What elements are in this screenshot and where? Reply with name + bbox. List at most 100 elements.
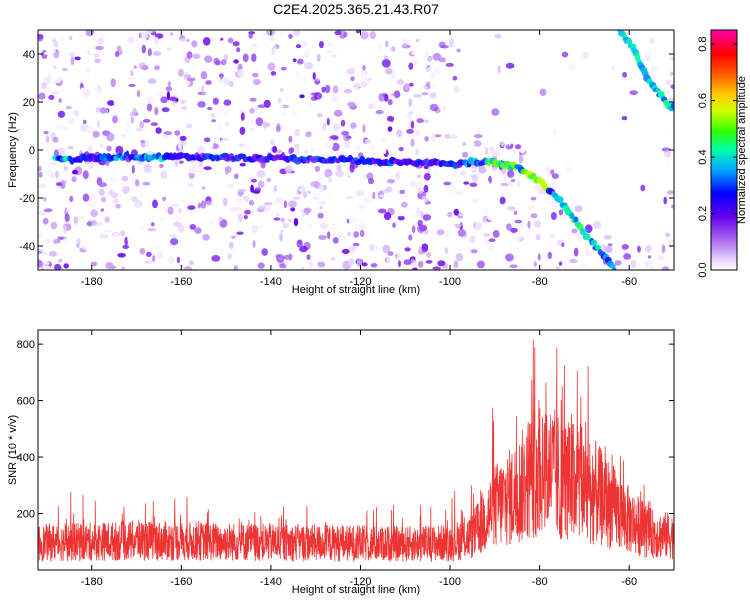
spectrogram-cell [410, 138, 415, 147]
spectrogram-cell [278, 210, 285, 217]
spectrogram-cell [573, 247, 579, 257]
spectrogram-cell [361, 75, 370, 82]
spectrogram-cell [361, 58, 369, 62]
spectrogram-cell [267, 62, 276, 71]
spectrogram-cell [331, 142, 340, 152]
spectrogram-cell [324, 168, 333, 178]
spectrogram-cell [415, 207, 422, 217]
spectrogram-cell [38, 171, 43, 178]
spectrogram-cell [111, 112, 119, 117]
snr-y-tick-label: 200 [17, 509, 35, 521]
snr-x-tick-label: -80 [532, 576, 548, 588]
spectrogram-cell [53, 65, 57, 70]
spectrogram-cell [147, 228, 157, 232]
spectrogram-cell [71, 169, 79, 175]
spectrogram-cell [506, 206, 516, 211]
spectrogram-cell [649, 37, 656, 44]
spectrogram-cell [199, 129, 209, 135]
spectrogram-cell [50, 221, 58, 230]
spectrogram-cell [160, 96, 168, 104]
spectrogram-cell [417, 187, 424, 195]
spectrogram-cell [228, 80, 234, 88]
spectrogram-cell [463, 181, 470, 185]
spectrogram-cell [302, 75, 308, 85]
spectrogram-cell [97, 38, 105, 45]
spectrogram-cell [240, 180, 249, 185]
spectrogram-cell [348, 258, 355, 266]
spectrogram-cell [411, 50, 421, 56]
spectrogram-cell [378, 93, 386, 102]
snr-frame [37, 329, 675, 571]
spectrogram-cell [211, 119, 217, 123]
spectrogram-cell [142, 119, 151, 123]
spectrogram-cell [267, 248, 276, 252]
spectrogram-cell [233, 173, 239, 179]
spectrogram-cell [425, 56, 433, 64]
spectrogram-cell [473, 134, 483, 139]
spectrogram-cell [294, 128, 301, 137]
spectrogram-cell [86, 126, 95, 134]
spectrogram-cell [383, 55, 389, 60]
spectrogram-cell [324, 141, 334, 150]
spectrogram-cell [231, 235, 236, 239]
spectrogram-cell [162, 134, 169, 140]
spectrogram-cell [505, 62, 515, 69]
spectrogram-cell [105, 43, 112, 53]
spectrogram-cell [48, 94, 55, 100]
spectrogram-cell [408, 234, 413, 241]
spectrogram-cell [52, 136, 59, 143]
spectrogram-cell [209, 33, 219, 38]
snr-x-tick-label: -180 [81, 576, 103, 588]
spectrogram-cell [539, 88, 547, 97]
spectrogram-cell [357, 218, 366, 225]
spectrogram-cell [95, 206, 99, 211]
spectrogram-cell [404, 99, 409, 104]
spectrogram-cell [430, 133, 436, 142]
spectrogram-cell [629, 90, 638, 95]
spectrogram-cell [54, 263, 62, 270]
spectrogram-cell [510, 227, 518, 233]
spectrogram-cell [98, 170, 105, 176]
spectrogram-cell [236, 231, 244, 235]
spectrogram-x-tick-label: -140 [260, 276, 282, 288]
spectrogram-cell [95, 107, 101, 113]
spectrogram-cell [144, 140, 149, 148]
spectrogram-cell [418, 246, 422, 256]
spectrogram-cell [269, 139, 276, 146]
spectrogram-cell [158, 217, 164, 220]
spectrogram-cell [360, 81, 368, 88]
spectrogram-cell [49, 162, 57, 166]
spectrogram-cell [87, 49, 91, 56]
spectrogram-cell [369, 198, 377, 203]
spectrogram-cell [399, 189, 406, 195]
spectrogram-cell [126, 121, 131, 128]
spectrogram-cell [42, 196, 47, 202]
colorbar-tick-label: 0.8 [697, 36, 709, 51]
spectrogram-cell [40, 185, 44, 191]
spectrogram-cell [82, 193, 90, 202]
spectrogram-cell [130, 70, 134, 77]
spectrogram-cell [136, 147, 144, 152]
spectrogram-cell [51, 37, 57, 43]
spectrogram-cell [170, 238, 179, 246]
spectrogram-cell [165, 86, 173, 92]
spectrogram-cell [380, 138, 386, 142]
spectrogram-cell [186, 51, 193, 59]
spectrogram-track-cell [670, 102, 674, 110]
spectrogram-cell [439, 102, 444, 111]
spectrogram-cell [448, 38, 455, 48]
spectrogram-cell [146, 30, 156, 34]
spectrogram-cell [264, 202, 273, 206]
spectrogram-cell [384, 76, 389, 86]
spectrogram-cell [203, 166, 212, 171]
spectrogram-y-tick-label: 20 [23, 97, 35, 109]
spectrogram-cell [534, 220, 541, 224]
spectrogram-cell [38, 73, 42, 81]
spectrogram-cell [53, 91, 58, 96]
spectrogram-cell [74, 123, 83, 127]
spectrogram-cell [146, 103, 153, 112]
spectrogram-cell [421, 30, 431, 37]
spectrogram-cell [558, 261, 563, 266]
spectrogram-cell [132, 32, 136, 40]
spectrogram-cell [470, 249, 478, 254]
